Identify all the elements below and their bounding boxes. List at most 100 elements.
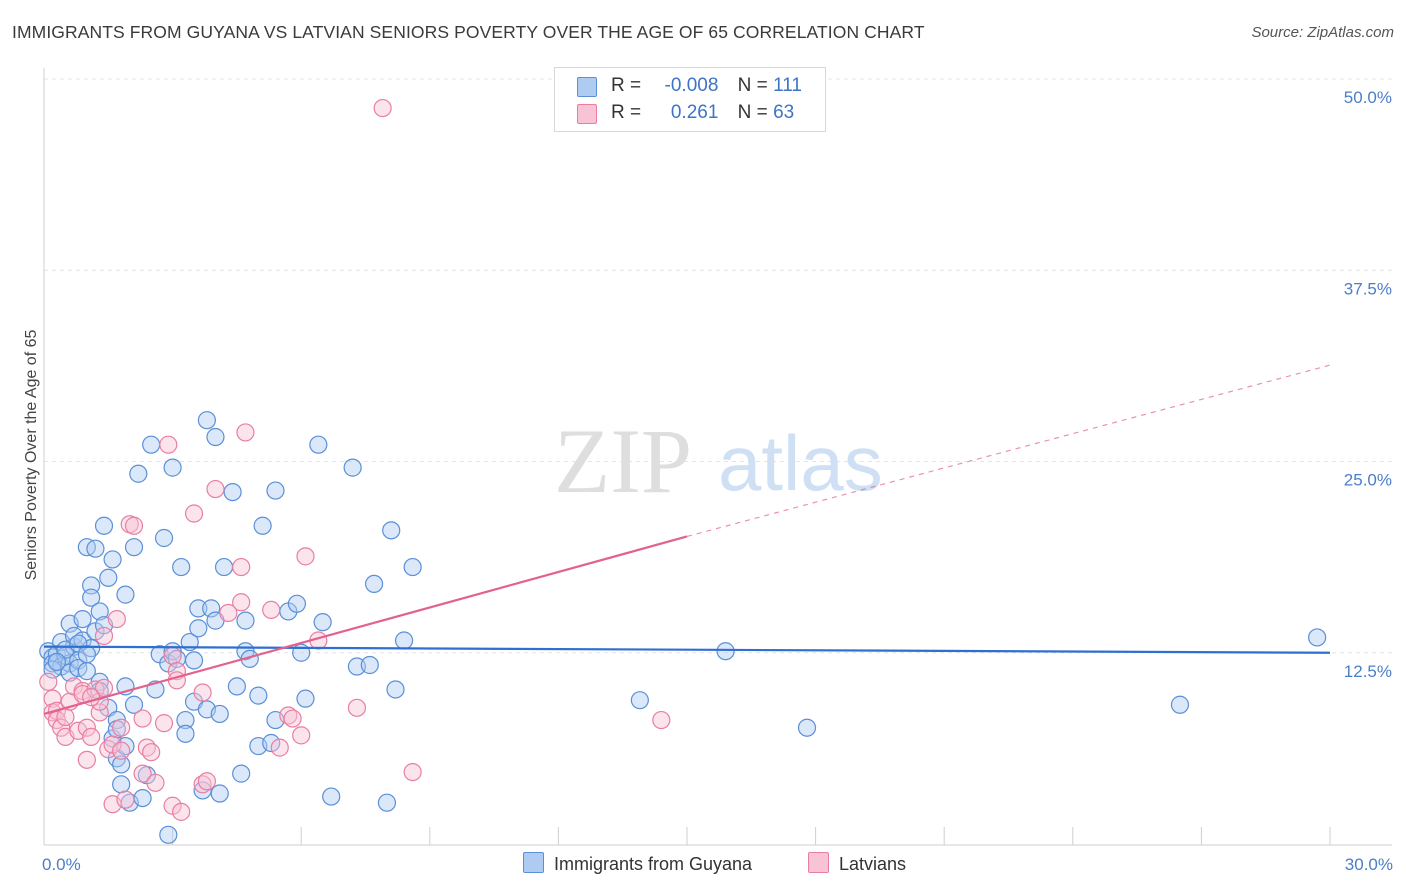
latvians-point xyxy=(206,479,225,499)
latvians-point xyxy=(116,790,135,809)
guyana-point xyxy=(210,704,229,724)
guyana-point xyxy=(210,784,229,803)
latvians-point xyxy=(107,609,126,629)
latvians-point xyxy=(403,762,422,782)
latvians-point xyxy=(77,718,96,737)
guyana-point xyxy=(377,793,397,812)
r-label: R = xyxy=(611,102,642,123)
latvians-point xyxy=(112,741,131,760)
latvians-point xyxy=(159,435,178,454)
guyana-point xyxy=(382,521,401,540)
chart-title: IMMIGRANTS FROM GUYANA VS LATVIAN SENIOR… xyxy=(12,22,925,42)
guyana-point xyxy=(176,724,195,743)
latvians-point xyxy=(39,672,58,691)
guyana-point xyxy=(394,631,414,650)
guyana-point xyxy=(797,718,817,737)
latvians-point xyxy=(112,718,131,737)
watermark: ZIP atlas xyxy=(554,410,883,512)
guyana-trend-line xyxy=(43,645,1331,654)
y-tick-label: 25.0% xyxy=(1344,471,1392,490)
latvians-legend-label: Latvians xyxy=(839,854,907,874)
guyana-point xyxy=(124,538,144,557)
latvians-point xyxy=(94,626,114,646)
latvians-point xyxy=(232,557,251,577)
guyana-point xyxy=(112,775,131,794)
r-value: 0.261 xyxy=(670,102,719,123)
guyana-point xyxy=(296,689,315,708)
trend-lines xyxy=(43,364,1331,716)
latvians-point xyxy=(56,707,75,727)
guyana-point xyxy=(360,655,379,675)
latvians-trend-extension xyxy=(686,364,1331,538)
latvians-point xyxy=(124,516,144,535)
guyana-point xyxy=(176,710,195,730)
x-tick-labels: 0.0% 30.0% xyxy=(42,855,1393,874)
guyana-point xyxy=(47,652,66,672)
guyana-point xyxy=(262,733,281,753)
guyana-point xyxy=(287,594,307,613)
latvians-point xyxy=(142,743,161,762)
n-label: N = xyxy=(737,75,768,96)
latvians-point xyxy=(90,703,109,722)
y-tick-label: 50.0% xyxy=(1344,88,1392,107)
axes xyxy=(43,68,1392,846)
series-legend-guyana: Immigrants from Guyana xyxy=(523,852,752,875)
guyana-point xyxy=(129,464,148,483)
guyana-point xyxy=(716,642,735,661)
latvians-trend-line xyxy=(43,535,688,716)
source-label: Source: ZipAtlas.com xyxy=(1251,24,1394,41)
latvians-swatch xyxy=(577,104,597,124)
guyana-point xyxy=(154,528,174,548)
guyana-point xyxy=(159,825,178,844)
r-value: -0.008 xyxy=(664,75,719,96)
guyana-point xyxy=(184,651,204,670)
r-label: R = xyxy=(611,75,642,96)
latvians-point xyxy=(193,683,212,702)
n-value: 63 xyxy=(773,102,795,123)
guyana-point xyxy=(223,483,242,502)
guyana-point xyxy=(232,764,251,783)
guyana-point xyxy=(630,691,649,710)
guyana-point xyxy=(163,458,182,477)
n-label: N = xyxy=(737,102,768,123)
y-tick-label: 37.5% xyxy=(1344,279,1392,298)
guyana-point xyxy=(343,458,362,477)
guyana-point xyxy=(236,611,255,630)
series-legend-latvians: Latvians xyxy=(808,852,906,875)
stats-legend: R = -0.008 N = 111 R = 0.261 N = 63 xyxy=(554,67,826,132)
guyana-point xyxy=(253,516,272,535)
latvians-point xyxy=(373,98,392,118)
guyana-point xyxy=(1170,695,1190,714)
guyana-point xyxy=(214,557,234,577)
latvians-point xyxy=(236,423,255,442)
latvians-point xyxy=(296,547,315,566)
latvians-point xyxy=(163,646,182,665)
latvians-point xyxy=(262,600,281,620)
guyana-point xyxy=(103,550,122,569)
guyana-point xyxy=(124,695,144,714)
latvians-point xyxy=(270,738,289,757)
guyana-point xyxy=(309,435,328,454)
latvians-point xyxy=(146,773,165,792)
guyana-point xyxy=(172,557,191,577)
guyana-point xyxy=(189,619,208,638)
latvians-point xyxy=(172,802,191,821)
watermark-zip: ZIP xyxy=(554,410,692,512)
guyana-point xyxy=(112,755,131,774)
guyana-point xyxy=(403,557,422,577)
n-value: 111 xyxy=(773,75,802,96)
guyana-point xyxy=(99,568,118,587)
latvians-point xyxy=(167,671,186,690)
guyana-point xyxy=(206,427,225,447)
latvians-point xyxy=(52,718,71,737)
guyana-point xyxy=(82,588,101,607)
guyana-point xyxy=(86,539,105,558)
latvians-point xyxy=(219,603,238,623)
guyana-point xyxy=(313,613,332,632)
latvians-point xyxy=(283,709,302,728)
latvians-point xyxy=(133,709,152,728)
guyana-point xyxy=(94,516,114,535)
y-tick-labels: 12.5% 25.0% 37.5% 50.0% xyxy=(1344,88,1392,681)
latvians-point xyxy=(133,764,152,783)
